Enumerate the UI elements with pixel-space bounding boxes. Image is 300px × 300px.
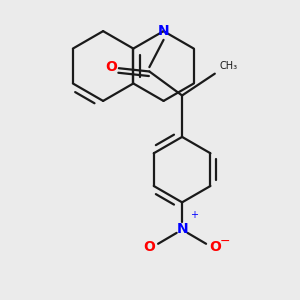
Text: CH₃: CH₃ bbox=[219, 61, 237, 71]
Text: O: O bbox=[209, 240, 221, 254]
Text: O: O bbox=[143, 240, 155, 254]
Text: −: − bbox=[219, 235, 230, 248]
Text: N: N bbox=[176, 221, 188, 236]
Text: N: N bbox=[158, 24, 170, 38]
Text: +: + bbox=[190, 210, 198, 220]
Text: O: O bbox=[105, 60, 117, 74]
